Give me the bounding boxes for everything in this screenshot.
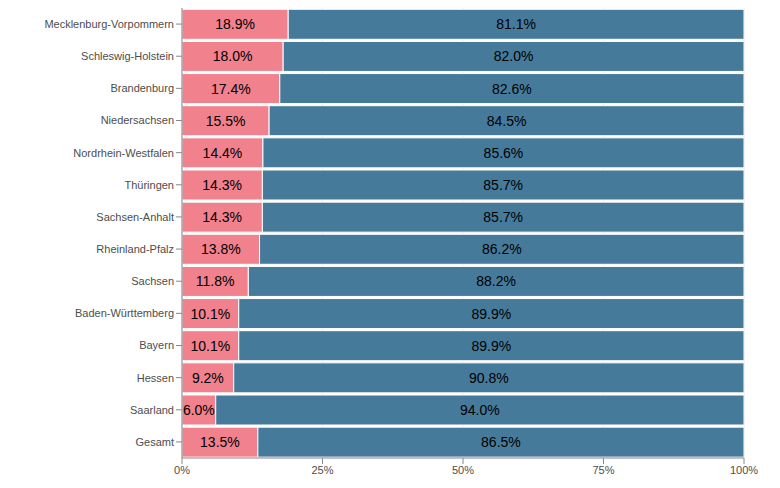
svg-text:84.5%: 84.5% xyxy=(487,113,527,129)
svg-text:0%: 0% xyxy=(174,464,190,476)
svg-text:Niedersachsen: Niedersachsen xyxy=(101,114,174,126)
svg-text:Nordrhein-Westfalen: Nordrhein-Westfalen xyxy=(73,147,174,159)
svg-text:14.3%: 14.3% xyxy=(202,177,242,193)
svg-text:13.8%: 13.8% xyxy=(201,241,241,257)
svg-text:Saarland: Saarland xyxy=(130,404,174,416)
svg-text:Brandenburg: Brandenburg xyxy=(110,82,174,94)
svg-text:10.1%: 10.1% xyxy=(191,338,231,354)
svg-text:Thüringen: Thüringen xyxy=(124,179,174,191)
svg-text:Hessen: Hessen xyxy=(137,372,174,384)
svg-text:Schleswig-Holstein: Schleswig-Holstein xyxy=(81,50,174,62)
svg-text:82.6%: 82.6% xyxy=(492,81,532,97)
svg-text:90.8%: 90.8% xyxy=(469,370,509,386)
svg-text:10.1%: 10.1% xyxy=(191,306,231,322)
svg-text:9.2%: 9.2% xyxy=(192,370,224,386)
svg-text:6.0%: 6.0% xyxy=(183,402,215,418)
svg-text:18.0%: 18.0% xyxy=(213,48,253,64)
svg-text:11.8%: 11.8% xyxy=(196,273,235,289)
svg-text:88.2%: 88.2% xyxy=(476,273,516,289)
svg-text:85.6%: 85.6% xyxy=(484,145,524,161)
svg-text:86.5%: 86.5% xyxy=(481,434,521,450)
svg-text:14.4%: 14.4% xyxy=(203,145,243,161)
svg-text:Mecklenburg-Vorpommern: Mecklenburg-Vorpommern xyxy=(44,18,174,30)
svg-text:82.0%: 82.0% xyxy=(494,48,534,64)
svg-text:Bayern: Bayern xyxy=(139,339,174,351)
svg-text:18.9%: 18.9% xyxy=(215,16,255,32)
svg-text:17.4%: 17.4% xyxy=(211,81,251,97)
svg-text:13.5%: 13.5% xyxy=(200,434,240,450)
svg-text:89.9%: 89.9% xyxy=(472,306,512,322)
svg-text:14.3%: 14.3% xyxy=(202,209,242,225)
svg-text:25%: 25% xyxy=(311,464,333,476)
svg-text:Rheinland-Pfalz: Rheinland-Pfalz xyxy=(96,243,174,255)
svg-text:Gesamt: Gesamt xyxy=(135,436,174,448)
svg-text:81.1%: 81.1% xyxy=(496,16,536,32)
svg-text:75%: 75% xyxy=(592,464,614,476)
svg-text:Sachsen-Anhalt: Sachsen-Anhalt xyxy=(96,211,174,223)
svg-text:94.0%: 94.0% xyxy=(460,402,500,418)
svg-text:50%: 50% xyxy=(452,464,474,476)
svg-text:Sachsen: Sachsen xyxy=(131,275,174,287)
svg-text:86.2%: 86.2% xyxy=(482,241,522,257)
svg-text:Baden-Württemberg: Baden-Württemberg xyxy=(75,307,174,319)
svg-text:85.7%: 85.7% xyxy=(483,177,523,193)
svg-text:85.7%: 85.7% xyxy=(483,209,523,225)
svg-text:100%: 100% xyxy=(730,464,758,476)
svg-text:89.9%: 89.9% xyxy=(472,338,512,354)
svg-text:15.5%: 15.5% xyxy=(206,113,246,129)
